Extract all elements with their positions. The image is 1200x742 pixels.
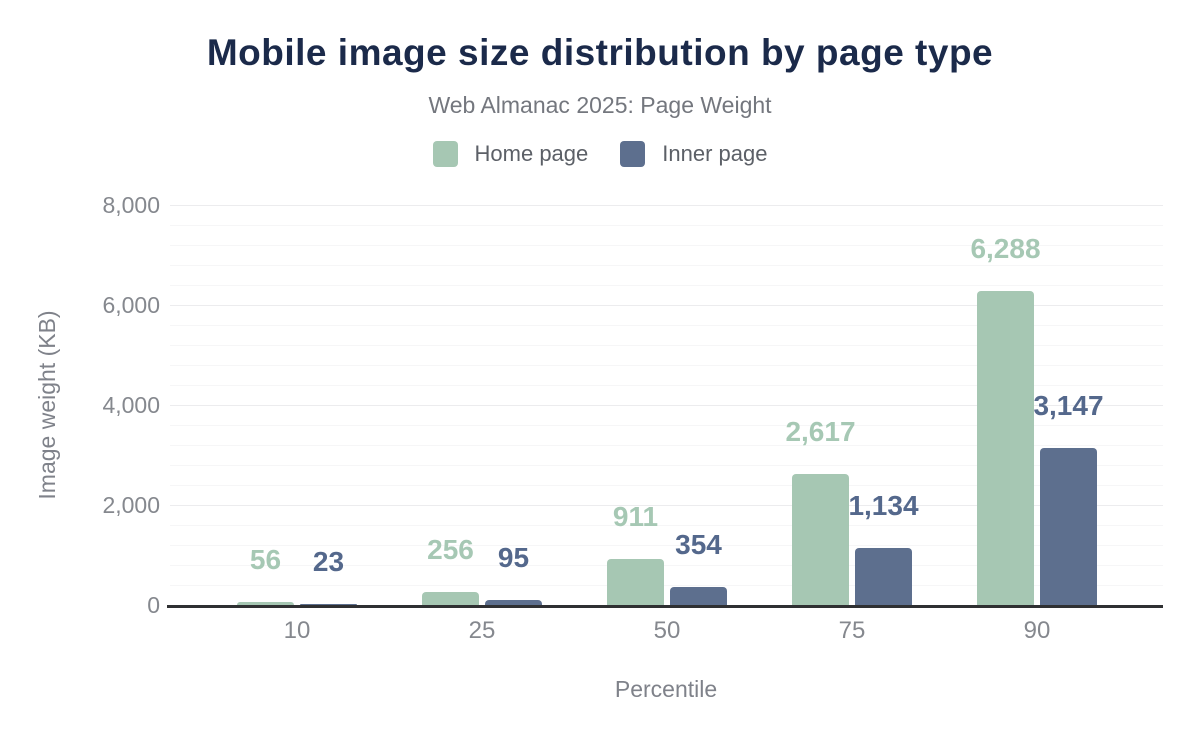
bar-value-label: 3,147	[1033, 389, 1104, 421]
chart-subtitle: Web Almanac 2025: Page Weight	[428, 92, 772, 118]
bar-value-label: 23	[312, 545, 345, 577]
x-axis-tick-label: 75	[838, 617, 866, 644]
major-gridline	[170, 205, 1163, 206]
minor-gridline	[170, 325, 1163, 326]
x-axis-tick-label: 90	[1023, 617, 1051, 644]
bar-value-label: 911	[612, 501, 659, 533]
minor-gridline	[170, 425, 1163, 426]
bar-home-page-p90[interactable]	[977, 290, 1034, 605]
legend-swatch-icon	[620, 141, 646, 167]
minor-gridline	[170, 345, 1163, 346]
bar-inner-page-p90[interactable]	[1040, 447, 1097, 605]
x-axis-title: Percentile	[614, 676, 718, 702]
bar-inner-page-p75[interactable]	[855, 548, 912, 605]
plot-area: 56 256 911 2,617 6,288 23 95 354 1,134 3,147	[167, 205, 1163, 608]
bar-inner-page-p25[interactable]	[485, 600, 542, 605]
minor-gridline	[170, 525, 1163, 526]
minor-gridline	[170, 365, 1163, 366]
bar-value-label: 354	[675, 529, 722, 561]
minor-gridline	[170, 485, 1163, 486]
major-gridline	[170, 505, 1163, 506]
y-axis-tick-label: 8,000	[102, 192, 160, 218]
bar-home-page-p25[interactable]	[422, 592, 479, 605]
bar-home-page-p50[interactable]	[607, 559, 664, 605]
minor-gridline	[170, 545, 1163, 546]
x-axis-line	[167, 605, 1163, 608]
legend-item-home-page[interactable]: Home page	[432, 141, 589, 167]
x-axis-tick-label: 10	[283, 617, 311, 644]
bar-value-label: 2,617	[785, 416, 856, 448]
minor-gridline	[170, 445, 1163, 446]
minor-gridline	[170, 225, 1163, 226]
minor-gridline	[170, 585, 1163, 586]
bar-value-label: 256	[427, 534, 474, 566]
y-axis-tick-label: 4,000	[102, 392, 160, 418]
chart-legend: Home page Inner page	[0, 141, 1200, 167]
y-axis-tick-label: 2,000	[102, 492, 160, 518]
y-axis-tick-label: 6,000	[102, 292, 160, 318]
major-gridline	[170, 405, 1163, 406]
y-axis-tick-label: 0	[147, 592, 160, 618]
x-axis-tick-label: 50	[653, 617, 681, 644]
minor-gridline	[170, 465, 1163, 466]
bar-inner-page-p10[interactable]	[300, 603, 357, 605]
bar-value-label: 6,288	[970, 232, 1041, 264]
legend-label: Inner page	[662, 141, 768, 166]
x-axis-tick-label: 25	[468, 617, 496, 644]
minor-gridline	[170, 385, 1163, 386]
legend-swatch-icon	[432, 141, 458, 167]
minor-gridline	[170, 285, 1163, 286]
bar-value-label: 56	[249, 544, 282, 576]
bar-inner-page-p50[interactable]	[670, 587, 727, 605]
minor-gridline	[170, 565, 1163, 566]
bar-value-label: 95	[497, 542, 530, 574]
bar-home-page-p75[interactable]	[792, 474, 849, 605]
bar-home-page-p10[interactable]	[237, 602, 294, 605]
legend-label: Home page	[474, 141, 589, 166]
minor-gridline	[170, 245, 1163, 246]
bar-value-label: 1,134	[848, 490, 919, 522]
legend-item-inner-page[interactable]: Inner page	[620, 141, 767, 167]
minor-gridline	[170, 265, 1163, 266]
major-gridline	[170, 305, 1163, 306]
chart-title: Mobile image size distribution by page t…	[206, 32, 994, 73]
